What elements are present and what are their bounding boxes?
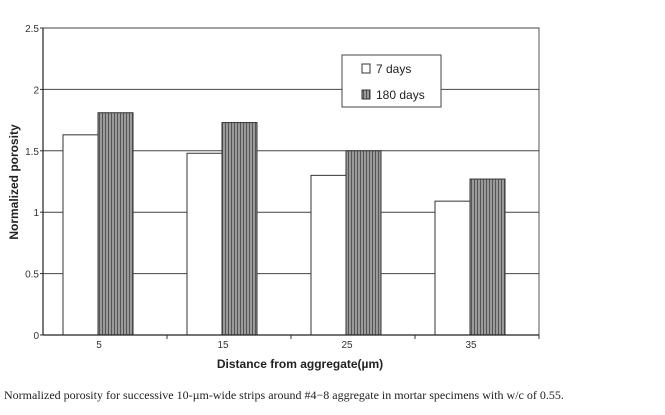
bar-7-days [186,152,223,336]
legend-swatch-180-days [361,89,371,100]
bar-180-days [469,178,506,336]
y-tick-label: 0 [33,331,39,342]
legend-swatch-7-days [361,63,371,74]
legend-label-7-days: 7 days [376,62,411,76]
y-tick-label: 1 [33,208,39,219]
y-axis-label: Normalized porosity [7,124,21,240]
bar-180-days [345,150,382,336]
x-tick-label: 15 [217,340,229,351]
y-tick-label: 1.5 [25,147,39,158]
x-tick-label: 25 [341,340,353,351]
bar-7-days [62,134,99,336]
bar-180-days [221,122,258,336]
bar-chart: 00.511.522.55 15 25 35 Normalized porosity … [7,24,540,371]
legend-label-180-days: 180 days [376,88,425,102]
bar-7-days [310,174,347,336]
legend: 7 days 180 days [341,54,442,108]
y-tick-label: 2 [33,85,39,96]
x-axis-label: Distance from aggregate(µm) [217,357,383,371]
bar-7-days [434,200,471,336]
y-tick-label: 2.5 [25,24,39,35]
figure-caption: Normalized porosity for successive 10-µm… [4,388,564,402]
x-tick-label: 5 [96,340,102,351]
bar-180-days [97,112,134,336]
y-tick-label: 0.5 [25,270,39,281]
x-tick-label: 35 [465,340,477,351]
